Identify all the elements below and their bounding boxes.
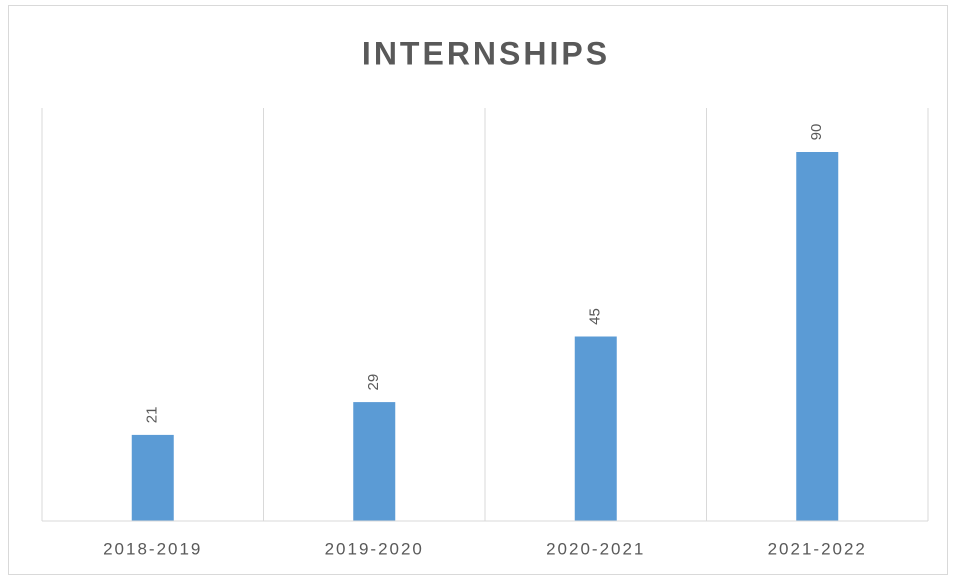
bar [796,152,839,521]
x-tick-label: 2020-2021 [546,539,645,558]
value-label: 21 [144,407,161,424]
bar [574,336,617,521]
value-label: 29 [365,374,382,391]
bar [353,402,396,521]
value-label: 90 [808,124,825,141]
bar [131,434,174,521]
chart-title: INTERNSHIPS [362,35,610,71]
x-tick-label: 2018-2019 [103,539,202,558]
x-tick-label: 2021-2022 [768,539,867,558]
value-label: 45 [587,308,604,325]
x-tick-label: 2019-2020 [325,539,424,558]
